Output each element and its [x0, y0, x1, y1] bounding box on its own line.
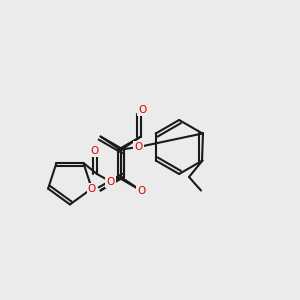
Text: O: O	[137, 185, 145, 196]
Text: O: O	[134, 142, 143, 152]
Text: O: O	[88, 184, 96, 194]
Text: O: O	[106, 176, 115, 187]
Text: O: O	[138, 105, 147, 116]
Text: O: O	[90, 146, 99, 156]
